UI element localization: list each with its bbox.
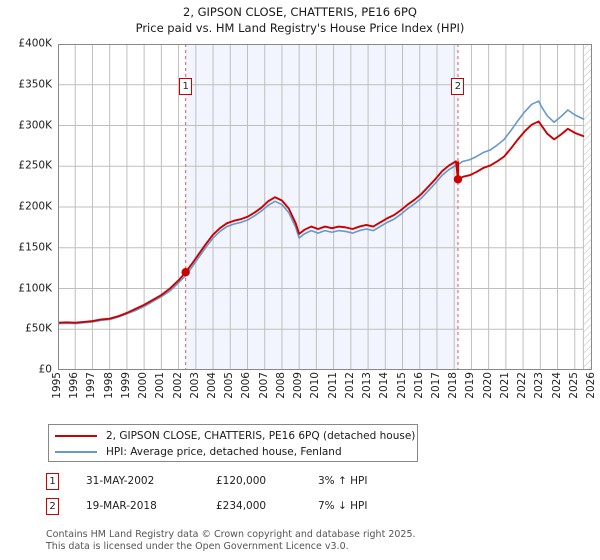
chart-legend: 2, GIPSON CLOSE, CHATTERIS, PE16 6PQ (de… xyxy=(48,424,418,462)
title-line-1: 2, GIPSON CLOSE, CHATTERIS, PE16 6PQ xyxy=(183,5,417,19)
y-axis-tick: £0 xyxy=(38,363,52,376)
transaction-hpi-delta-1: 3% ↑ HPI xyxy=(318,475,368,487)
transaction-marker-1: 1 xyxy=(46,473,59,490)
x-axis-tick: 2003 xyxy=(188,372,201,399)
x-axis-labels: 1995 1996 1997 1998 1999 2000 2001 2002 2003 2004… xyxy=(51,372,597,416)
y-axis-tick: £250K xyxy=(18,159,52,172)
x-axis-tick: 2012 xyxy=(343,372,356,399)
x-axis-tick: 2025 xyxy=(567,372,580,399)
chart-canvas xyxy=(58,44,592,370)
y-axis-tick: £350K xyxy=(18,78,52,91)
legend-item-price-paid: 2, GIPSON CLOSE, CHATTERIS, PE16 6PQ (de… xyxy=(55,428,417,444)
legend-label-price-paid: 2, GIPSON CLOSE, CHATTERIS, PE16 6PQ (de… xyxy=(106,430,416,442)
footer-line-2: This data is licensed under the Open Gov… xyxy=(46,540,349,552)
x-axis-tick: 2019 xyxy=(464,372,477,399)
x-axis-tick: 2020 xyxy=(481,372,494,399)
y-axis-tick: £200K xyxy=(18,200,52,213)
x-axis-tick: 1996 xyxy=(68,372,81,399)
chart-flag-1: 1 xyxy=(179,78,193,95)
x-axis-tick: 2005 xyxy=(223,372,236,399)
x-axis-tick: 2004 xyxy=(206,372,219,399)
legend-item-hpi: HPI: Average price, detached house, Fenl… xyxy=(55,444,417,460)
y-axis-tick: £300K xyxy=(18,119,52,131)
transaction-price-1: £120,000 xyxy=(216,475,267,487)
legend-swatch-price-paid xyxy=(55,435,97,437)
transaction-hpi-delta-2: 7% ↓ HPI xyxy=(318,500,368,512)
x-axis-tick: 2013 xyxy=(361,372,374,399)
x-axis-tick: 1995 xyxy=(51,372,63,399)
x-axis-tick: 1997 xyxy=(85,372,98,399)
chart-flag-2: 2 xyxy=(451,78,465,95)
x-axis-tick: 2010 xyxy=(309,372,322,399)
legend-swatch-hpi xyxy=(55,451,97,453)
y-axis-labels: £0 £50K £100K £150K £200K £250K £300K £350K £400… xyxy=(0,38,56,375)
table-row: 1 31-MAY-2002 £120,000 3% ↑ HPI xyxy=(46,472,446,497)
x-axis-tick: 2006 xyxy=(240,372,253,399)
x-axis-tick: 2015 xyxy=(395,372,408,399)
x-axis-tick: 2000 xyxy=(137,372,150,399)
x-axis-tick: 2026 xyxy=(585,372,597,399)
page-title: 2, GIPSON CLOSE, CHATTERIS, PE16 6PQ Pri… xyxy=(0,4,600,36)
transaction-marker-2: 2 xyxy=(46,498,59,515)
title-line-2: Price paid vs. HM Land Registry's House … xyxy=(135,21,465,35)
x-axis-tick: 2024 xyxy=(550,372,563,399)
y-axis-tick: £50K xyxy=(25,322,52,335)
transaction-price-2: £234,000 xyxy=(216,500,267,512)
legend-label-hpi: HPI: Average price, detached house, Fenl… xyxy=(106,446,342,458)
transactions-list: 1 31-MAY-2002 £120,000 3% ↑ HPI 2 19-MAR… xyxy=(46,472,446,522)
y-axis-tick: £100K xyxy=(18,282,52,294)
transaction-date-1: 31-MAY-2002 xyxy=(86,475,155,487)
x-axis-tick: 2001 xyxy=(154,372,167,399)
transaction-date-2: 19-MAR-2018 xyxy=(86,500,157,512)
x-axis-tick: 2016 xyxy=(412,372,425,399)
x-axis-tick: 2008 xyxy=(274,372,287,399)
footer-line-1: Contains HM Land Registry data © Crown c… xyxy=(46,529,416,540)
x-axis-tick: 2017 xyxy=(429,372,442,399)
copyright-footer: Contains HM Land Registry data © Crown c… xyxy=(46,529,586,552)
x-axis-tick: 2022 xyxy=(516,372,529,399)
x-axis-tick: 2011 xyxy=(326,372,339,399)
x-axis-tick: 2007 xyxy=(257,372,270,399)
x-axis-tick: 2002 xyxy=(171,372,184,399)
x-axis-tick: 2018 xyxy=(447,372,460,399)
x-axis-tick: 2009 xyxy=(292,372,305,399)
x-axis-tick: 2021 xyxy=(498,372,511,399)
x-axis-tick: 2014 xyxy=(378,372,391,399)
x-axis-tick: 1998 xyxy=(102,372,115,399)
y-axis-tick: £400K xyxy=(18,37,52,50)
x-axis-tick: 1999 xyxy=(119,372,132,399)
x-axis-tick: 2023 xyxy=(533,372,546,399)
y-axis-tick: £150K xyxy=(18,241,52,254)
table-row: 2 19-MAR-2018 £234,000 7% ↓ HPI xyxy=(46,497,446,522)
